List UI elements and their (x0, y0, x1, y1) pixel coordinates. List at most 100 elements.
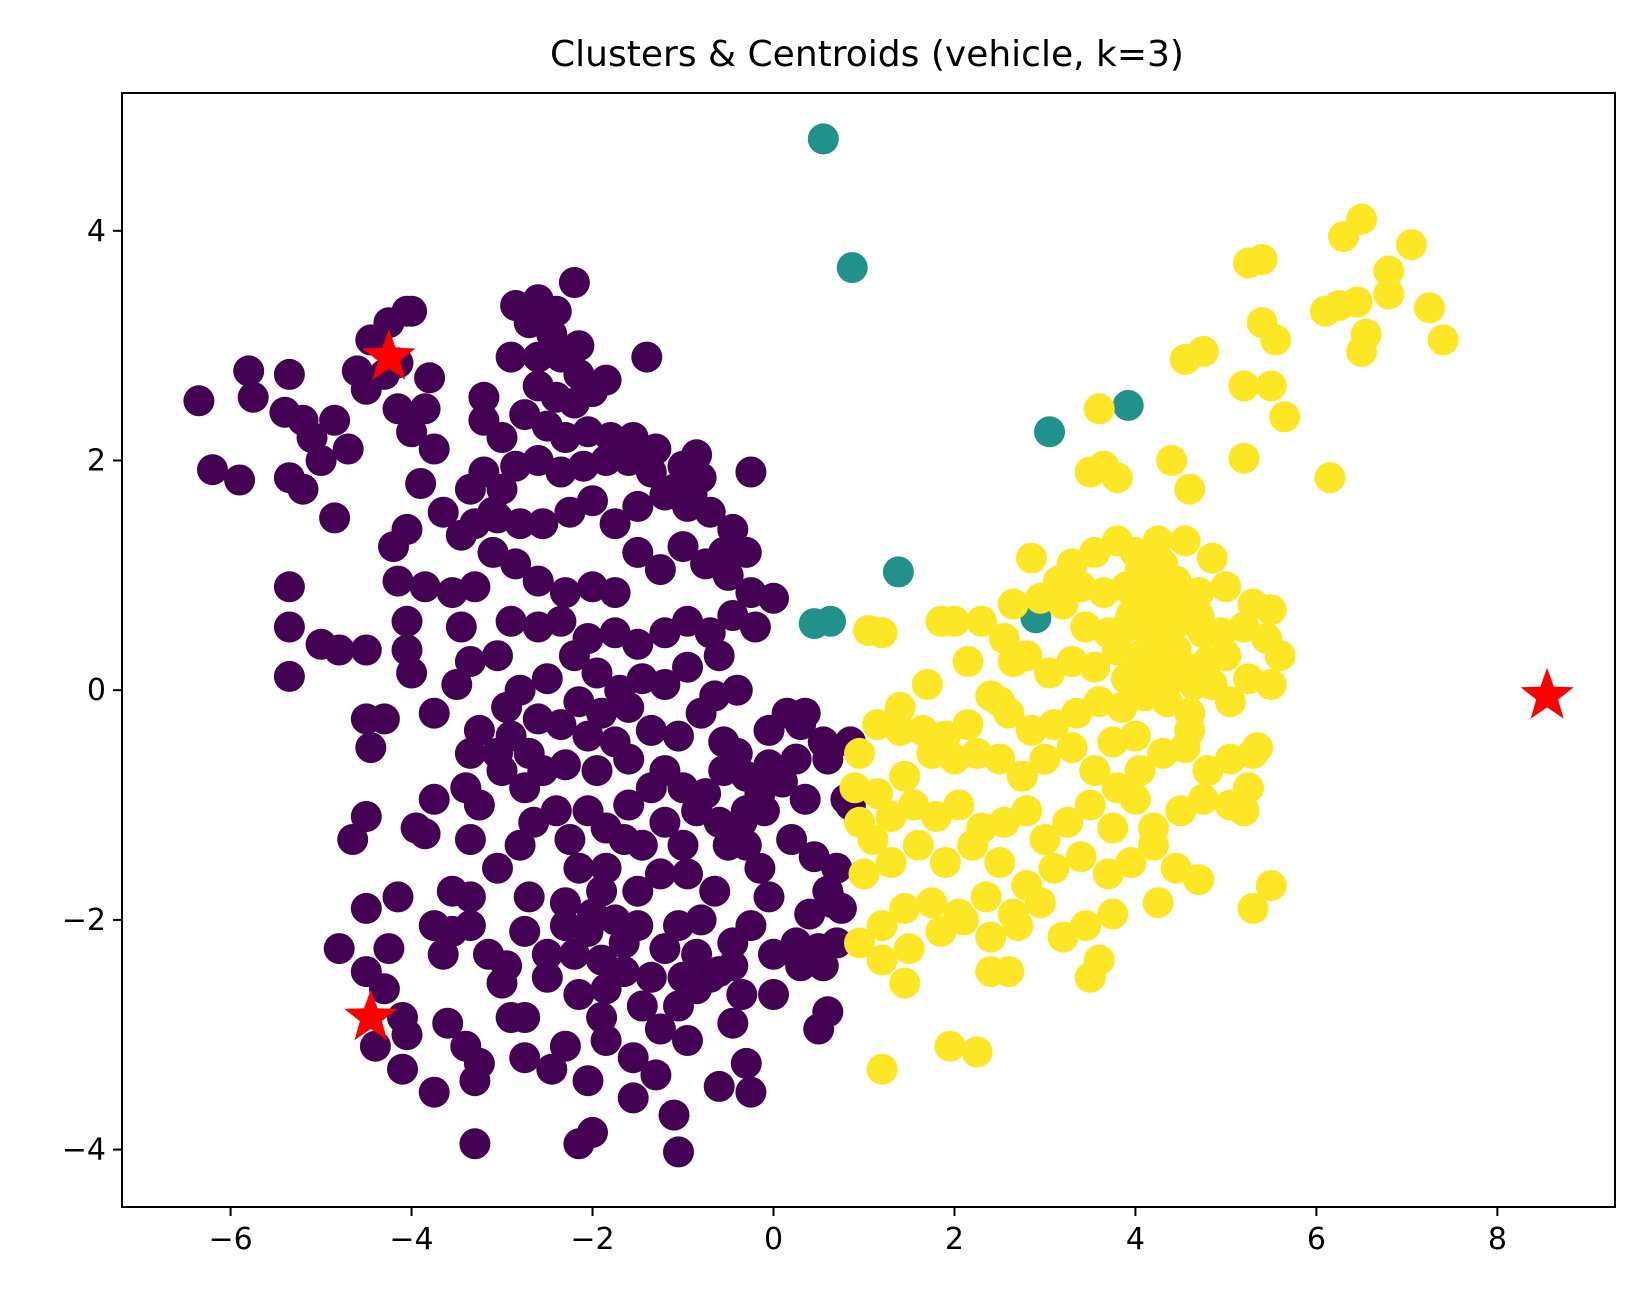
data-point-cluster-0 (549, 1030, 581, 1062)
data-point-cluster-0 (730, 536, 762, 568)
data-point-cluster-2 (1346, 335, 1378, 367)
plot-area (183, 123, 1574, 1168)
data-point-cluster-0 (644, 858, 676, 890)
data-point-cluster-0 (595, 422, 627, 453)
data-point-cluster-0 (486, 967, 518, 999)
data-point-cluster-0 (273, 571, 305, 603)
data-point-cluster-0 (323, 933, 355, 965)
data-point-cluster-2 (1043, 565, 1074, 597)
y-tick-label: −4 (62, 1133, 106, 1168)
data-point-cluster-0 (495, 341, 527, 373)
data-point-cluster-2 (1047, 921, 1079, 953)
data-point-cluster-2 (957, 829, 989, 861)
data-point-cluster-0 (558, 938, 590, 970)
data-point-cluster-0 (622, 490, 654, 522)
data-point-cluster-2 (1260, 324, 1292, 356)
data-point-cluster-2 (1129, 611, 1160, 643)
data-point-cluster-2 (984, 743, 1016, 775)
data-point-cluster-2 (1079, 755, 1111, 787)
data-point-cluster-2 (884, 691, 916, 723)
data-point-cluster-0 (396, 416, 428, 448)
data-point-cluster-0 (454, 646, 486, 677)
data-point-cluster-0 (409, 818, 441, 850)
axis-ticks: −6 −4 −2 0 2 4 6 8 −4 −2 0 2 4 (62, 214, 1507, 1257)
data-point-cluster-0 (703, 1070, 735, 1102)
data-point-cluster-2 (984, 686, 1016, 718)
data-point-cluster-2 (1024, 887, 1056, 919)
data-point-cluster-0 (454, 910, 486, 942)
data-point-cluster-0 (418, 783, 450, 815)
data-point-cluster-2 (1228, 370, 1260, 402)
data-point-cluster-0 (509, 1002, 541, 1033)
data-point-cluster-0 (359, 1030, 391, 1062)
data-point-cluster-2 (1183, 864, 1215, 896)
data-point-cluster-2 (911, 669, 943, 700)
data-point-cluster-2 (966, 605, 998, 637)
data-point-cluster-0 (486, 473, 518, 505)
data-point-cluster-2 (1174, 714, 1206, 746)
data-point-cluster-2 (1083, 944, 1115, 976)
data-point-cluster-1 (836, 252, 868, 284)
data-point-cluster-0 (332, 433, 364, 465)
y-tick-label: −2 (62, 903, 106, 938)
data-point-cluster-2 (948, 904, 979, 936)
data-point-cluster-0 (482, 640, 513, 672)
data-point-cluster-0 (717, 927, 749, 959)
data-point-cluster-0 (319, 404, 351, 436)
data-point-cluster-0 (694, 961, 726, 993)
data-point-cluster-2 (993, 956, 1025, 988)
data-point-cluster-2 (893, 933, 925, 965)
data-point-cluster-0 (780, 743, 812, 775)
data-point-cluster-1 (1034, 416, 1065, 448)
data-point-cluster-0 (432, 1007, 464, 1039)
data-point-cluster-0 (373, 933, 405, 965)
data-point-cluster-0 (699, 875, 731, 907)
data-point-cluster-0 (368, 973, 400, 1005)
data-point-cluster-2 (844, 806, 875, 838)
data-point-cluster-0 (233, 355, 265, 387)
data-point-cluster-1 (807, 123, 839, 155)
data-point-cluster-2 (884, 714, 916, 746)
data-point-cluster-2 (1210, 571, 1242, 603)
data-point-cluster-0 (581, 657, 613, 689)
data-point-cluster-2 (1255, 370, 1287, 402)
data-point-cluster-2 (1074, 789, 1106, 821)
data-point-cluster-2 (1165, 795, 1197, 827)
data-point-cluster-0 (622, 628, 654, 660)
data-point-cluster-2 (970, 881, 1002, 913)
data-point-cluster-0 (667, 961, 699, 993)
data-point-cluster-0 (649, 933, 681, 965)
data-point-cluster-2 (1002, 910, 1034, 942)
data-point-cluster-0 (622, 875, 654, 907)
data-point-cluster-0 (504, 674, 536, 706)
data-point-cluster-2 (1074, 456, 1106, 488)
data-point-cluster-2 (1395, 229, 1427, 261)
data-point-cluster-2 (848, 858, 880, 890)
data-point-cluster-0 (323, 634, 355, 666)
data-point-cluster-0 (509, 915, 541, 947)
data-point-cluster-0 (735, 577, 767, 609)
data-point-cluster-0 (554, 824, 586, 855)
data-point-cluster-0 (183, 385, 215, 417)
data-point-cluster-0 (454, 737, 486, 769)
centroid-star-icon (362, 329, 416, 380)
data-point-cluster-0 (563, 979, 595, 1010)
data-point-cluster-0 (744, 852, 776, 884)
data-point-cluster-0 (708, 726, 740, 758)
data-point-cluster-2 (866, 944, 898, 976)
data-point-cluster-0 (599, 726, 631, 758)
data-point-cluster-0 (672, 651, 703, 683)
data-point-cluster-0 (635, 714, 667, 746)
centroid-star-icon (1520, 667, 1574, 719)
data-point-cluster-0 (463, 789, 495, 821)
data-point-cluster-0 (663, 990, 694, 1022)
data-point-cluster-2 (1142, 887, 1174, 919)
data-point-cluster-2 (1205, 617, 1237, 649)
data-point-cluster-2 (1079, 651, 1111, 683)
data-point-cluster-2 (1006, 760, 1038, 792)
data-point-cluster-2 (1038, 852, 1070, 884)
data-point-cluster-0 (558, 267, 590, 298)
data-point-cluster-0 (730, 829, 762, 861)
data-point-cluster-2 (1097, 812, 1129, 844)
data-point-cluster-0 (237, 381, 269, 413)
